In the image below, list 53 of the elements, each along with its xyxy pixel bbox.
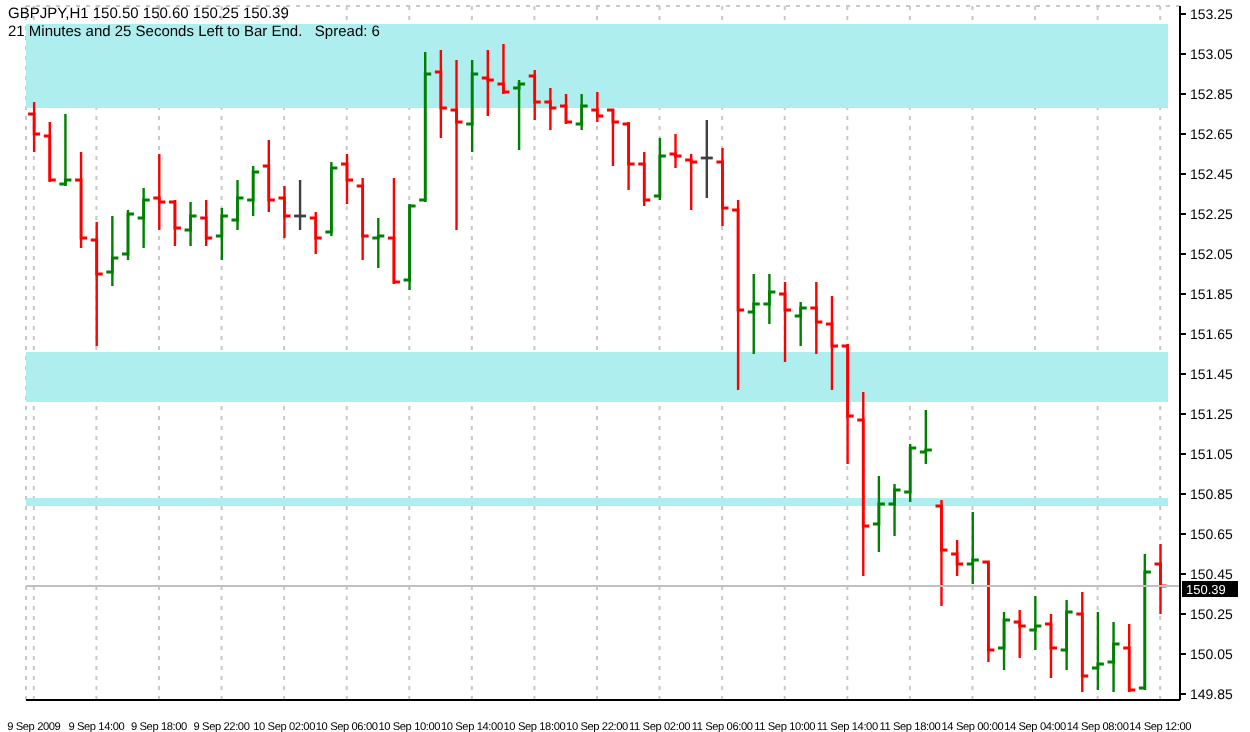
candlestick — [198, 198, 214, 248]
candlestick — [996, 610, 1012, 672]
candlestick — [1106, 620, 1121, 694]
candlestick — [89, 220, 105, 348]
candlestick — [355, 176, 371, 262]
candlestick — [104, 214, 120, 288]
candlestick — [808, 280, 824, 356]
candlestick — [26, 100, 42, 154]
candlestick — [1137, 552, 1153, 692]
candlestick — [949, 538, 965, 578]
candlestick — [981, 560, 996, 664]
candlestick — [824, 294, 840, 392]
candlestick — [183, 200, 198, 248]
candlestick — [871, 474, 887, 554]
candlestick — [730, 198, 746, 392]
candlestick — [777, 280, 793, 364]
candlestick — [449, 58, 464, 232]
candlestick — [574, 92, 590, 132]
candlestick — [277, 184, 292, 240]
candlestick — [1074, 590, 1090, 694]
candlestick — [902, 442, 918, 504]
candlestick — [605, 108, 621, 168]
candlestick — [308, 210, 324, 256]
candlestick — [1153, 542, 1168, 616]
candlestick — [136, 186, 152, 250]
candlestick — [1043, 612, 1059, 680]
candlestick — [934, 498, 949, 608]
candlestick — [339, 152, 355, 206]
candlestick — [167, 198, 183, 248]
candlestick — [887, 482, 902, 538]
candlestick — [1059, 598, 1075, 672]
candlestick — [855, 390, 871, 578]
candlestick — [652, 136, 668, 202]
candlestick — [120, 208, 136, 262]
candlestick — [214, 206, 230, 262]
candlestick — [230, 178, 245, 232]
candlestick — [496, 42, 511, 96]
candlestick — [402, 202, 417, 292]
candlestick — [464, 58, 480, 154]
candlestick — [42, 120, 58, 184]
candlestick — [715, 146, 730, 228]
candlestick — [245, 164, 261, 218]
candlestick — [1121, 622, 1137, 694]
candlestick — [73, 150, 89, 250]
candlestick — [840, 342, 856, 466]
candlestick — [433, 48, 449, 140]
candlestick — [323, 160, 339, 238]
candlestick — [261, 138, 277, 214]
candlestick — [793, 300, 809, 348]
candlestick — [558, 92, 574, 126]
candlestick — [417, 50, 433, 204]
candlestick — [386, 176, 402, 286]
candlestick — [589, 90, 605, 124]
